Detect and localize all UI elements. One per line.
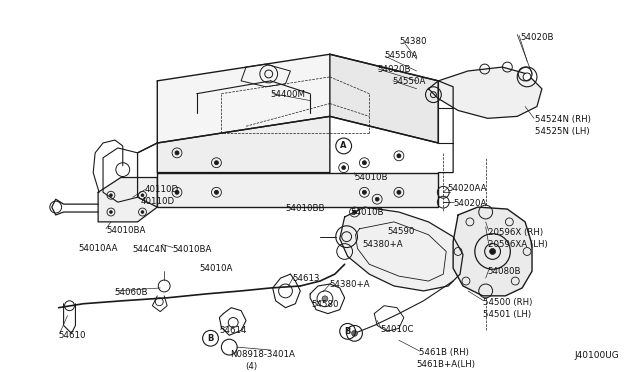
Text: 54010B: 54010B — [351, 208, 384, 217]
Polygon shape — [428, 67, 542, 118]
Text: 54010BB: 54010BB — [285, 204, 325, 213]
Circle shape — [362, 161, 366, 165]
Text: N08918-3401A: N08918-3401A — [230, 350, 295, 359]
Text: A: A — [340, 141, 347, 150]
Circle shape — [141, 211, 144, 214]
Text: 54614: 54614 — [220, 326, 247, 336]
Text: 20596XA (LH): 20596XA (LH) — [488, 240, 547, 248]
Text: 54010A: 54010A — [200, 264, 233, 273]
Polygon shape — [453, 207, 532, 296]
Circle shape — [397, 154, 401, 158]
Polygon shape — [157, 54, 438, 143]
Text: 40110D: 40110D — [145, 185, 179, 195]
Circle shape — [109, 211, 113, 214]
Circle shape — [214, 190, 218, 194]
Circle shape — [351, 330, 358, 336]
Text: 54380+A: 54380+A — [362, 240, 403, 248]
Text: 20596X (RH): 20596X (RH) — [488, 228, 543, 237]
Text: 544C4N: 544C4N — [132, 244, 167, 254]
Circle shape — [175, 190, 179, 194]
Circle shape — [109, 194, 113, 197]
Polygon shape — [330, 54, 438, 143]
Text: 54550A: 54550A — [392, 77, 426, 86]
Text: B: B — [344, 327, 351, 336]
Circle shape — [375, 197, 379, 201]
Circle shape — [490, 248, 495, 254]
Circle shape — [175, 151, 179, 155]
Text: 54020AA: 54020AA — [447, 185, 486, 193]
Text: 54590: 54590 — [387, 227, 415, 236]
Text: 54080B: 54080B — [488, 267, 521, 276]
Polygon shape — [157, 173, 438, 207]
Text: 54380: 54380 — [399, 38, 426, 46]
Text: 54380+A: 54380+A — [330, 280, 371, 289]
Text: J40100UG: J40100UG — [575, 351, 619, 360]
Polygon shape — [340, 207, 463, 291]
Text: 54020B: 54020B — [377, 65, 411, 74]
Polygon shape — [157, 116, 330, 173]
Text: 54524N (RH): 54524N (RH) — [535, 115, 591, 124]
Text: B: B — [207, 334, 214, 343]
Text: 54060B: 54060B — [114, 288, 147, 297]
Circle shape — [322, 296, 328, 302]
Text: 40110D: 40110D — [141, 197, 175, 206]
Circle shape — [342, 166, 346, 170]
Circle shape — [353, 210, 356, 214]
Text: 54500 (RH): 54500 (RH) — [483, 298, 532, 307]
Text: 54010C: 54010C — [380, 326, 413, 334]
Text: 5461B+A(LH): 5461B+A(LH) — [417, 360, 476, 369]
Circle shape — [523, 73, 531, 81]
Text: 54010BA: 54010BA — [172, 244, 211, 254]
Text: 54010B: 54010B — [355, 173, 388, 182]
Text: 54400M: 54400M — [271, 90, 306, 99]
Text: 54550A: 54550A — [384, 51, 417, 60]
Polygon shape — [98, 177, 157, 222]
Text: (4): (4) — [245, 362, 257, 371]
Circle shape — [362, 190, 366, 194]
Text: 54020A: 54020A — [453, 199, 486, 208]
Circle shape — [397, 190, 401, 194]
Text: 54010AA: 54010AA — [78, 244, 118, 253]
Circle shape — [214, 161, 218, 165]
Text: 54525N (LH): 54525N (LH) — [535, 127, 589, 136]
Text: 54501 (LH): 54501 (LH) — [483, 310, 531, 319]
Text: 54020B: 54020B — [520, 32, 554, 42]
Text: 5461B (RH): 5461B (RH) — [419, 348, 468, 357]
Text: 54613: 54613 — [292, 274, 320, 283]
Circle shape — [141, 194, 144, 197]
Text: 54010BA: 54010BA — [106, 226, 145, 235]
Text: 54580: 54580 — [311, 300, 339, 309]
Text: 54610: 54610 — [59, 331, 86, 340]
